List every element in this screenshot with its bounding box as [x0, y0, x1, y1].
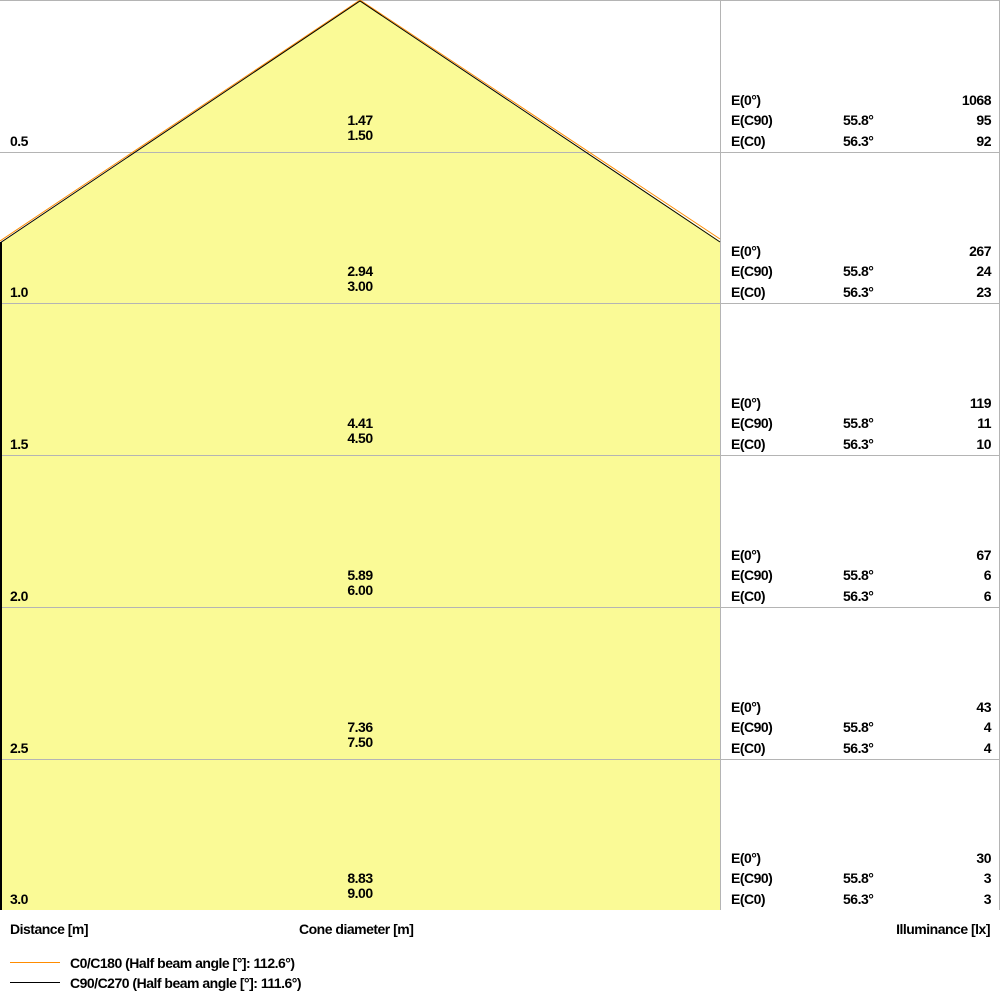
e0-value: 43	[976, 699, 991, 715]
cone-diameter-c0: 6.00	[347, 582, 373, 598]
ec0-angle: 56.3°	[843, 891, 874, 907]
ec90-label: E(C90)	[731, 870, 773, 886]
ec0-value: 10	[976, 436, 991, 452]
ec90-angle: 55.8°	[843, 263, 874, 279]
ec0-angle: 56.3°	[843, 133, 874, 149]
ec0-value: 6	[983, 588, 992, 604]
ec0-label: E(C0)	[731, 740, 766, 756]
e0-label: E(0°)	[731, 699, 761, 715]
ec90-angle: 55.8°	[843, 112, 874, 128]
ec90-value: 6	[983, 567, 992, 583]
ec90-label: E(C90)	[731, 112, 773, 128]
e0-label: E(0°)	[731, 850, 761, 866]
distance-label: 2.0	[10, 588, 28, 604]
cone-diameter-c90: 1.47	[347, 112, 373, 128]
ec90-label: E(C90)	[731, 719, 773, 735]
distance-label: 1.5	[10, 436, 28, 452]
ec90-angle: 55.8°	[843, 870, 874, 886]
e0-value: 267	[969, 243, 991, 259]
ec90-value: 95	[976, 112, 991, 128]
ec0-label: E(C0)	[731, 133, 766, 149]
cone-diameter-c0: 3.00	[347, 278, 373, 294]
ec0-angle: 56.3°	[843, 284, 874, 300]
e0-label: E(0°)	[731, 395, 761, 411]
cone-diameter-c90: 8.83	[347, 870, 373, 886]
c0-cone-line	[0, 0, 721, 242]
cone-diameter-label: Cone diameter [m]	[299, 921, 414, 937]
ec0-angle: 56.3°	[843, 740, 874, 756]
distance-label: 3.0	[10, 891, 28, 907]
ec0-label: E(C0)	[731, 588, 766, 604]
ec90-label: E(C90)	[731, 415, 773, 431]
distance-axis-label: Distance [m]	[10, 921, 89, 937]
e0-value: 119	[969, 395, 992, 411]
cone-diameter-c90: 7.36	[347, 719, 373, 735]
ec0-angle: 56.3°	[843, 588, 874, 604]
e0-value: 67	[976, 547, 991, 563]
cone-diameter-c0: 9.00	[347, 885, 373, 901]
ec0-label: E(C0)	[731, 436, 766, 452]
ec90-label: E(C90)	[731, 263, 773, 279]
ec90-value: 11	[977, 415, 991, 431]
ec90-label: E(C90)	[731, 567, 773, 583]
cone-diameter-c0: 4.50	[347, 430, 373, 446]
cone-diameter-c0: 7.50	[347, 734, 373, 750]
distance-label: 1.0	[10, 284, 28, 300]
cone-diameter-c90: 4.41	[347, 415, 373, 431]
ec90-angle: 55.8°	[843, 567, 874, 583]
c90-cone-line	[0, 0, 721, 244]
cone-diameter-c90: 2.94	[347, 263, 373, 279]
ec0-value: 3	[983, 891, 992, 907]
e0-value: 1068	[961, 92, 992, 108]
ec90-angle: 55.8°	[843, 719, 874, 735]
legend-c0: C0/C180 (Half beam angle [°]: 112.6°)	[70, 955, 295, 971]
illuminance-label: Illuminance [lx]	[896, 921, 990, 937]
ec90-value: 24	[976, 263, 991, 279]
ec0-value: 92	[976, 133, 991, 149]
ec90-angle: 55.8°	[843, 415, 874, 431]
ec0-label: E(C0)	[731, 891, 766, 907]
e0-value: 30	[976, 850, 991, 866]
cone-diameter-c90: 5.89	[347, 567, 373, 583]
distance-label: 0.5	[10, 133, 28, 149]
ec90-value: 3	[983, 870, 992, 886]
ec90-value: 4	[983, 719, 992, 735]
cone-diameter-c0: 1.50	[347, 127, 373, 143]
e0-label: E(0°)	[731, 243, 761, 259]
ec0-value: 23	[976, 284, 991, 300]
e0-label: E(0°)	[731, 547, 761, 563]
ec0-label: E(C0)	[731, 284, 766, 300]
ec0-value: 4	[983, 740, 992, 756]
distance-label: 2.5	[10, 740, 28, 756]
ec0-angle: 56.3°	[843, 436, 874, 452]
legend-c90: C90/C270 (Half beam angle [°]: 111.6°)	[70, 975, 302, 991]
e0-label: E(0°)	[731, 92, 761, 108]
